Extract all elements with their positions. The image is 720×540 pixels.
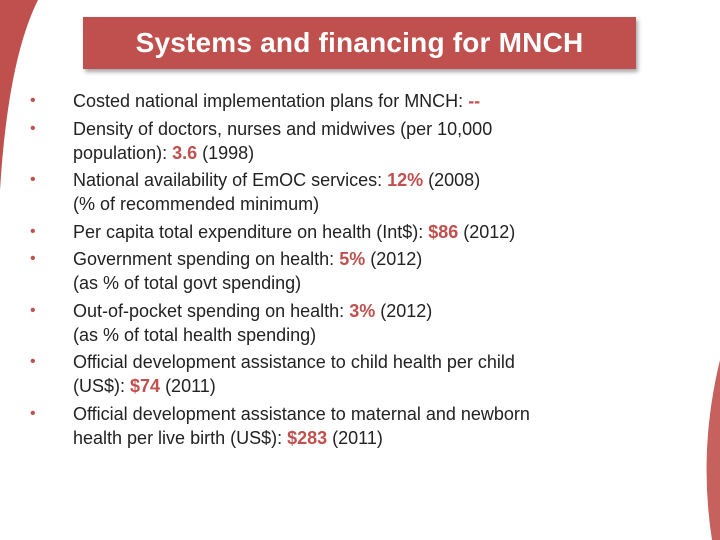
bullet-text: Out-of-pocket spending on health: — [73, 300, 350, 321]
bullet-workforce-density: • Density of doctors, nurses and midwive… — [30, 117, 650, 165]
bullet-text-line2: population): — [73, 142, 173, 163]
bullet-icon: • — [30, 250, 36, 267]
bullet-value: $86 — [428, 221, 459, 242]
bullet-value: $283 — [287, 427, 328, 448]
bullet-year: (1998) — [197, 142, 255, 163]
bullet-icon: • — [30, 171, 36, 188]
bullet-text: Official development assistance to mater… — [73, 403, 530, 424]
slide-title: Systems and financing for MNCH — [83, 17, 636, 69]
bullet-text: Density of doctors, nurses and midwives … — [73, 118, 493, 139]
corner-arc-bottom-right — [706, 360, 720, 540]
bullet-text: National availability of EmOC services: — [73, 170, 388, 190]
bullet-text: Costed national implementation plans for… — [73, 91, 469, 111]
bullet-list: • Costed national implementation plans f… — [30, 89, 650, 453]
bullet-value: 3.6 — [172, 142, 198, 163]
bullet-year: (2011) — [160, 376, 216, 396]
bullet-costed-plans: • Costed national implementation plans f… — [30, 89, 650, 113]
bullet-government-spending: • Government spending on health: 5% (201… — [30, 247, 650, 295]
bullet-year: (2012) — [458, 221, 516, 242]
bullet-value: 3% — [349, 300, 376, 321]
bullet-value: 12% — [387, 170, 424, 190]
bullet-value: -- — [468, 91, 481, 111]
bullet-text: Per capita total expenditure on health (… — [73, 221, 429, 242]
bullet-text-line2: (US$): — [73, 376, 131, 396]
bullet-value: 5% — [339, 249, 366, 269]
bullet-emoc: • National availability of EmOC services… — [30, 168, 650, 216]
bullet-icon: • — [30, 301, 36, 319]
bullet-oda-child: • Official development assistance to chi… — [30, 350, 650, 398]
bullet-icon: • — [30, 119, 36, 137]
bullet-text-line2: health per live birth (US$): — [73, 427, 288, 448]
bullet-text-line2: (as % of total health spending) — [73, 324, 317, 345]
bullet-year: (2008) — [423, 170, 481, 190]
bullet-year: (2011) — [327, 427, 383, 448]
bullet-icon: • — [30, 92, 36, 109]
bullet-icon: • — [30, 222, 36, 240]
corner-arc-top-left — [0, 0, 38, 190]
bullet-text-line2: (as % of total govt spending) — [73, 273, 302, 293]
bullet-icon: • — [30, 353, 36, 370]
bullet-oda-maternal-newborn: • Official development assistance to mat… — [30, 402, 650, 450]
bullet-year: (2012) — [365, 249, 423, 269]
bullet-value: $74 — [130, 376, 161, 396]
bullet-per-capita-expenditure: • Per capita total expenditure on health… — [30, 220, 650, 244]
bullet-year: (2012) — [375, 300, 433, 321]
bullet-text: Official development assistance to child… — [73, 352, 515, 372]
bullet-text-line2: (% of recommended minimum) — [73, 194, 320, 214]
bullet-text: Government spending on health: — [73, 249, 340, 269]
bullet-out-of-pocket: • Out-of-pocket spending on health: 3% (… — [30, 299, 650, 347]
bullet-icon: • — [30, 404, 36, 422]
